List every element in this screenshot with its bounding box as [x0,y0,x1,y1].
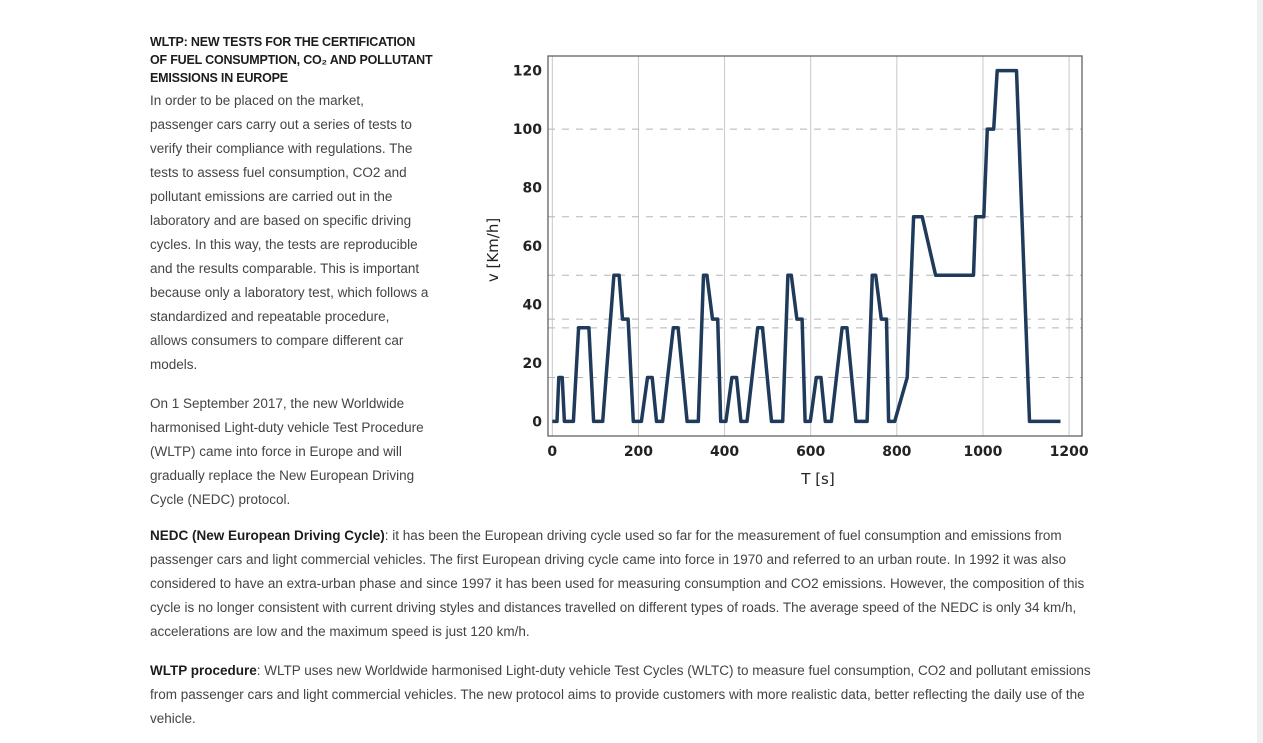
driving-cycle-chart: 0 200 400 600 800 1000 1200 0 20 40 60 80 100 120 T [… [478,48,1118,498]
chart-grid [548,56,1082,436]
article-heading: WLTP: NEW TESTS FOR THE CERTIFICATION OF… [150,35,433,85]
x-tick-label: 600 [796,444,825,460]
y-tick-label: 100 [513,122,542,138]
x-tick-label: 200 [624,444,653,460]
x-tick-label: 1200 [1050,444,1089,460]
intro-paragraph: In order to be placed on the market, pas… [150,93,429,372]
speed-series-line [552,68,1061,424]
x-axis-label: T [s] [800,470,834,488]
y-tick-label: 80 [523,181,543,197]
y-tick-label: 60 [523,239,543,255]
x-tick-label: 1000 [963,444,1002,460]
y-tick-label: 0 [532,414,542,430]
x-tick-label: 800 [882,444,911,460]
y-tick-label: 20 [523,356,543,372]
chart-ticks: 0 200 400 600 800 1000 1200 0 20 40 60 80 100 120 [513,64,1089,460]
y-tick-label: 40 [523,297,543,313]
nedc-paragraph: NEDC (New European Driving Cycle): it ha… [150,524,1110,644]
chart-svg: 0 200 400 600 800 1000 1200 0 20 40 60 80 100 120 T [… [484,55,1089,488]
y-tick-label: 120 [513,64,542,80]
x-tick-label: 0 [547,444,557,460]
y-axis-label: v [Km/h] [484,218,502,282]
wltp-term: WLTP procedure [150,663,257,678]
x-tick-label: 400 [710,444,739,460]
wltp-text: : WLTP uses new Worldwide harmonised Lig… [150,663,1091,726]
wltp-paragraph: WLTP procedure: WLTP uses new Worldwide … [150,659,1110,731]
plot-frame [547,55,1083,437]
intro-column: WLTP: NEW TESTS FOR THE CERTIFICATION OF… [150,33,435,512]
nedc-text: : it has been the European driving cycle… [150,528,1085,639]
wltp-date-paragraph: On 1 September 2017, the new Worldwide h… [150,396,424,507]
nedc-term: NEDC (New European Driving Cycle) [150,528,385,543]
page-scrollbar[interactable] [1257,0,1263,743]
